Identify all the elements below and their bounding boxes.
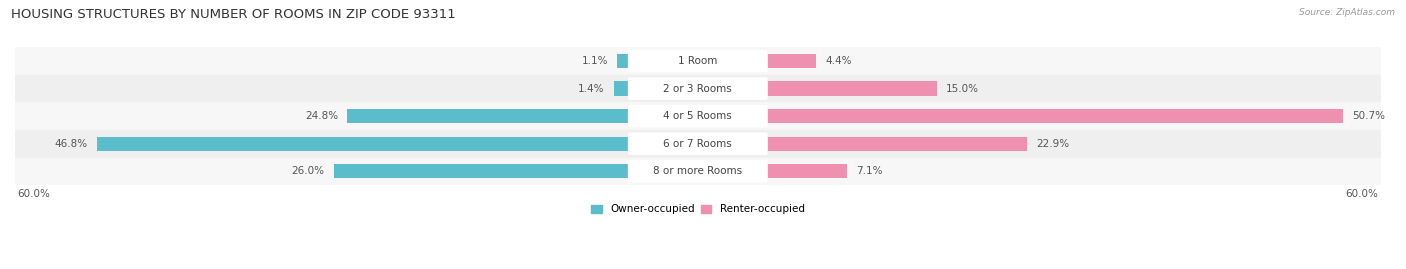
Text: 26.0%: 26.0% (291, 166, 325, 176)
Text: 6 or 7 Rooms: 6 or 7 Rooms (664, 139, 733, 149)
Text: 8 or more Rooms: 8 or more Rooms (654, 166, 742, 176)
Text: 50.7%: 50.7% (1353, 111, 1385, 121)
Text: 22.9%: 22.9% (1036, 139, 1069, 149)
Bar (97, 137, 630, 151)
FancyBboxPatch shape (628, 77, 768, 100)
Text: HOUSING STRUCTURES BY NUMBER OF ROOMS IN ZIP CODE 93311: HOUSING STRUCTURES BY NUMBER OF ROOMS IN… (11, 8, 456, 21)
Bar (15, 75, 1381, 102)
Text: 60.0%: 60.0% (1346, 189, 1378, 199)
Text: 1 Room: 1 Room (678, 56, 717, 66)
Bar (15, 47, 1381, 75)
Bar (617, 54, 630, 68)
Bar (333, 164, 630, 178)
Text: 60.0%: 60.0% (17, 189, 51, 199)
Legend: Owner-occupied, Renter-occupied: Owner-occupied, Renter-occupied (586, 200, 808, 218)
Text: 4 or 5 Rooms: 4 or 5 Rooms (664, 111, 733, 121)
Text: 46.8%: 46.8% (55, 139, 87, 149)
Text: 24.8%: 24.8% (305, 111, 339, 121)
FancyBboxPatch shape (628, 132, 768, 155)
Bar (766, 54, 817, 68)
Bar (15, 130, 1381, 158)
Text: Source: ZipAtlas.com: Source: ZipAtlas.com (1299, 8, 1395, 17)
Bar (766, 109, 1343, 123)
Bar (613, 82, 630, 96)
Bar (766, 137, 1026, 151)
Bar (15, 158, 1381, 185)
Bar (766, 82, 936, 96)
Text: 15.0%: 15.0% (946, 84, 979, 94)
Text: 1.1%: 1.1% (582, 56, 607, 66)
FancyBboxPatch shape (628, 105, 768, 128)
Bar (347, 109, 630, 123)
Bar (766, 164, 846, 178)
Bar (15, 102, 1381, 130)
Text: 1.4%: 1.4% (578, 84, 605, 94)
FancyBboxPatch shape (628, 160, 768, 183)
Text: 2 or 3 Rooms: 2 or 3 Rooms (664, 84, 733, 94)
Text: 4.4%: 4.4% (825, 56, 852, 66)
FancyBboxPatch shape (628, 50, 768, 72)
Text: 7.1%: 7.1% (856, 166, 883, 176)
